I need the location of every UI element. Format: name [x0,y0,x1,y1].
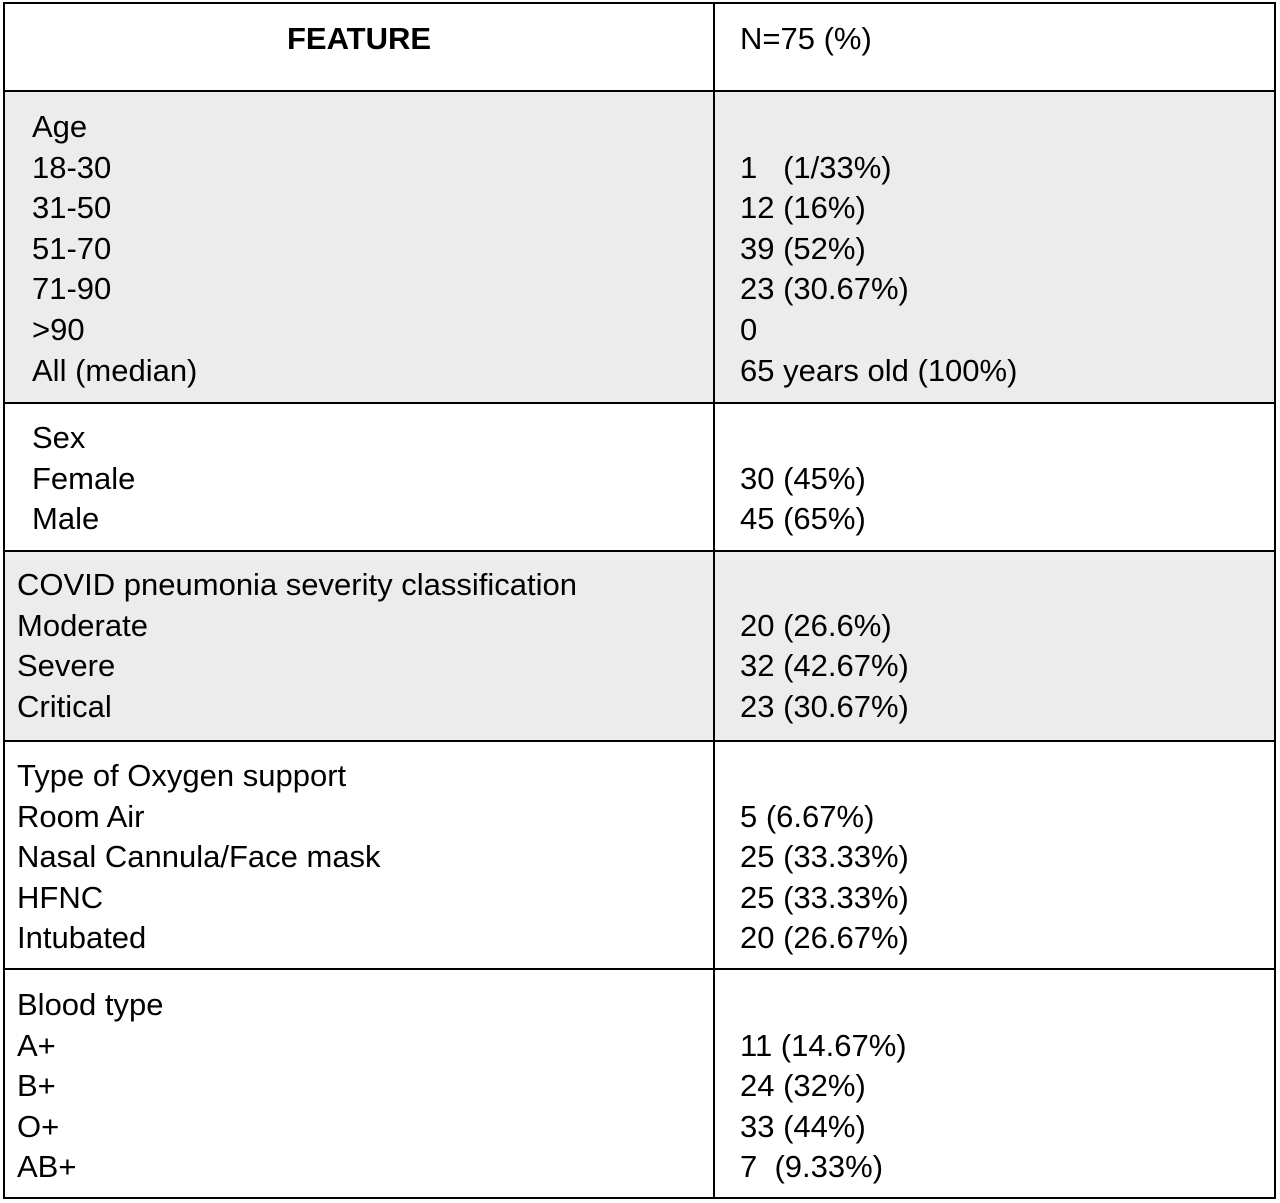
row-label: HFNC [17,879,104,915]
row-label: All (median) [32,352,198,388]
row-value: 33 (44%) [740,1108,866,1144]
row-value: 45 (65%) [740,501,866,537]
n-column-header: N=75 (%) [740,21,872,56]
table-section-oxygen: Type of Oxygen support Room Air Nasal Ca… [5,742,1274,970]
column-divider [713,92,715,402]
row-value: 20 (26.6%) [740,607,892,643]
column-divider [713,552,715,740]
row-value: 25 (33.33%) [740,839,909,875]
row-value: 32 (42.67%) [740,648,909,684]
row-value: 0 [740,311,758,347]
section-values: 11 (14.67%) 24 (32%) 33 (44%) 7 (9.33%) [740,970,1260,1197]
section-labels: Sex Female Male [32,404,722,550]
section-values: 5 (6.67%) 25 (33.33%) 25 (33.33%) 20 (26… [740,742,1260,968]
section-title: Type of Oxygen support [17,758,347,793]
table-section-sex: Sex Female Male 30 (45%) 45 (65%) [5,404,1274,552]
section-title: Blood type [17,987,164,1022]
section-title: Age [32,109,88,144]
row-label: O+ [17,1108,60,1144]
section-values: 30 (45%) 45 (65%) [740,404,1260,550]
section-title: COVID pneumonia severity classification [17,567,577,602]
row-value: 25 (33.33%) [740,879,909,915]
row-label: B+ [17,1068,56,1104]
column-divider [713,4,715,90]
row-label: A+ [17,1027,56,1063]
row-value: 39 (52%) [740,230,866,266]
row-value: 20 (26.67%) [740,920,909,956]
row-label: 31-50 [32,190,112,226]
row-label: Male [32,501,100,537]
table-header-row: FEATURE N=75 (%) [5,4,1274,92]
table-section-severity: COVID pneumonia severity classification … [5,552,1274,742]
row-label: Room Air [17,798,145,834]
section-labels: COVID pneumonia severity classification … [17,552,707,740]
row-label: Severe [17,648,116,684]
row-value: 11 (14.67%) [740,1027,907,1063]
row-value: 23 (30.67%) [740,688,909,724]
section-labels: Age 18-30 31-50 51-70 71-90 >90 All (med… [32,92,722,402]
section-labels: Type of Oxygen support Room Air Nasal Ca… [17,742,707,968]
row-label: Critical [17,688,112,724]
row-value: 5 (6.67%) [740,798,875,834]
section-labels: Blood type A+ B+ O+ AB+ [17,970,707,1197]
row-value: 65 years old (100%) [740,352,1018,388]
column-divider [713,404,715,550]
section-values: 20 (26.6%) 32 (42.67%) 23 (30.67%) [740,552,1260,740]
section-values: 1 (1/33%) 12 (16%) 39 (52%) 23 (30.67%) … [740,92,1260,402]
row-label: Intubated [17,920,147,956]
column-divider [713,970,715,1197]
row-value: 12 (16%) [740,190,866,226]
column-divider [713,742,715,968]
row-label: Nasal Cannula/Face mask [17,839,381,875]
table-section-blood-type: Blood type A+ B+ O+ AB+ 11 (14.67%) 24 (… [5,970,1274,1197]
row-label: 71-90 [32,271,112,307]
row-label: Moderate [17,607,148,643]
row-value: 30 (45%) [740,460,866,496]
demographics-table: FEATURE N=75 (%) Age 18-30 31-50 51-70 7… [3,2,1276,1199]
section-title: Sex [32,420,86,455]
row-label: AB+ [17,1149,77,1185]
row-value: 7 (9.33%) [740,1149,884,1185]
row-label: 18-30 [32,149,112,185]
row-label: 51-70 [32,230,112,266]
row-value: 1 (1/33%) [740,149,892,185]
table-section-age: Age 18-30 31-50 51-70 71-90 >90 All (med… [5,92,1274,404]
row-value: 24 (32%) [740,1068,866,1104]
row-value: 23 (30.67%) [740,271,909,307]
row-label: Female [32,460,136,496]
feature-column-header: FEATURE [286,21,432,56]
row-label: >90 [32,311,85,347]
